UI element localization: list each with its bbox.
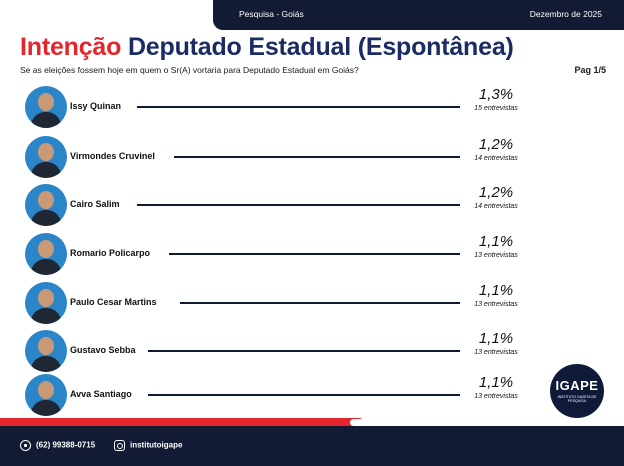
candidate-photo	[25, 282, 67, 324]
candidate-photo	[25, 330, 67, 372]
survey-date: Dezembro de 2025	[529, 9, 602, 19]
candidate-name: Gustavo Sebba	[70, 345, 136, 355]
candidate-photo	[25, 86, 67, 128]
candidate-photo	[25, 374, 67, 416]
photo-head	[38, 289, 54, 307]
photo-body	[31, 356, 61, 372]
candidate-count: 14 entrevistas	[474, 155, 518, 162]
candidate-count: 14 entrevistas	[474, 203, 518, 210]
photo-head	[38, 381, 54, 399]
candidate-name: Cairo Salim	[70, 199, 120, 209]
candidate-row: Romario Policarpo 1,1% 13 entrevistas	[0, 233, 624, 277]
candidate-name: Issy Quinan	[70, 101, 122, 111]
candidate-line	[137, 106, 460, 108]
footer: (62) 99388-0715 institutoigape	[0, 426, 624, 466]
candidate-percent: 1,1%	[478, 330, 514, 347]
candidate-name: Romario Policarpo	[70, 248, 151, 258]
candidate-percent: 1,2%	[478, 136, 514, 153]
whatsapp-icon	[20, 440, 31, 451]
photo-body	[31, 308, 61, 324]
photo-body	[31, 400, 61, 416]
candidate-line	[137, 204, 460, 206]
candidate-row: Gustavo Sebba 1,1% 13 entrevistas	[0, 330, 624, 374]
photo-head	[38, 191, 54, 209]
candidate-photo	[25, 184, 67, 226]
photo-head	[38, 93, 54, 111]
candidate-name: Paulo Cesar Martins	[70, 297, 157, 307]
footer-instagram[interactable]: institutoigape	[114, 440, 182, 451]
photo-body	[31, 259, 61, 275]
candidate-line	[148, 394, 460, 396]
candidate-row: Issy Quinan 1,3% 15 entrevistas	[0, 86, 624, 130]
photo-body	[31, 210, 61, 226]
candidate-line	[174, 156, 460, 158]
photo-body	[31, 162, 61, 178]
igape-logo: IGAPE INSTITUTO GAZETA DE PESQUISA	[550, 364, 604, 418]
candidate-percent: 1,1%	[478, 233, 514, 250]
logo-tagline: INSTITUTO GAZETA DE PESQUISA	[557, 395, 597, 403]
candidate-count: 13 entrevistas	[474, 349, 518, 356]
candidate-row: Cairo Salim 1,2% 14 entrevistas	[0, 184, 624, 228]
candidate-percent: 1,1%	[478, 374, 514, 391]
title-highlight: Intenção	[20, 33, 122, 61]
candidate-count: 15 entrevistas	[474, 105, 518, 112]
candidate-percent: 1,3%	[478, 86, 514, 103]
candidate-percent: 1,2%	[478, 184, 514, 201]
candidate-photo	[25, 136, 67, 178]
candidate-photo	[25, 233, 67, 275]
page-title: Intenção Deputado Estadual (Espontânea)	[20, 33, 514, 62]
photo-body	[31, 112, 61, 128]
white-stripe	[350, 419, 560, 426]
footer-phone[interactable]: (62) 99388-0715	[20, 440, 95, 451]
page-indicator: Pag 1/5	[574, 65, 606, 75]
instagram-text: institutoigape	[130, 440, 183, 450]
candidate-count: 13 entrevistas	[474, 393, 518, 400]
candidate-row: Avva Santiago 1,1% 13 entrevistas	[0, 374, 624, 418]
photo-head	[38, 337, 54, 355]
candidate-line	[148, 350, 460, 352]
candidate-line	[180, 302, 460, 304]
survey-label: Pesquisa - Goiás	[239, 9, 304, 19]
top-banner: Pesquisa - Goiás Dezembro de 2025	[213, 0, 624, 30]
logo-name: IGAPE	[555, 378, 599, 393]
candidate-count: 13 entrevistas	[474, 252, 518, 259]
photo-head	[38, 240, 54, 258]
red-stripe	[0, 418, 365, 427]
candidate-count: 13 entrevistas	[474, 301, 518, 308]
candidate-row: Virmondes Cruvinel 1,2% 14 entrevistas	[0, 136, 624, 180]
candidate-row: Paulo Cesar Martins 1,1% 13 entrevistas	[0, 282, 624, 326]
candidate-name: Virmondes Cruvinel	[70, 151, 155, 161]
candidate-percent: 1,1%	[478, 282, 514, 299]
candidate-line	[169, 253, 460, 255]
phone-text: (62) 99388-0715	[36, 440, 96, 450]
question-text: Se as eleições fossem hoje em quem o Sr(…	[20, 65, 359, 75]
photo-head	[38, 143, 54, 161]
candidate-name: Avva Santiago	[70, 389, 132, 399]
title-main: Deputado Estadual (Espontânea)	[127, 33, 514, 61]
instagram-icon	[114, 440, 125, 451]
